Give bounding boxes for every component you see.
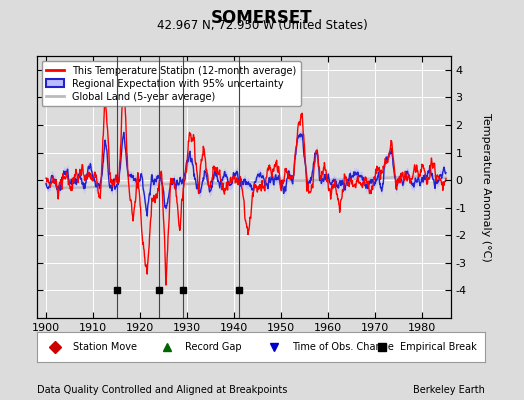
Y-axis label: Temperature Anomaly (°C): Temperature Anomaly (°C) <box>481 113 490 261</box>
Text: 42.967 N, 72.950 W (United States): 42.967 N, 72.950 W (United States) <box>157 19 367 32</box>
Text: Station Move: Station Move <box>72 342 137 352</box>
Text: SOMERSET: SOMERSET <box>211 9 313 27</box>
Text: Data Quality Controlled and Aligned at Breakpoints: Data Quality Controlled and Aligned at B… <box>37 385 287 395</box>
Legend: This Temperature Station (12-month average), Regional Expectation with 95% uncer: This Temperature Station (12-month avera… <box>41 61 301 106</box>
Text: Empirical Break: Empirical Break <box>400 342 476 352</box>
Text: Record Gap: Record Gap <box>184 342 241 352</box>
Text: Berkeley Earth: Berkeley Earth <box>413 385 485 395</box>
Text: Time of Obs. Change: Time of Obs. Change <box>292 342 394 352</box>
